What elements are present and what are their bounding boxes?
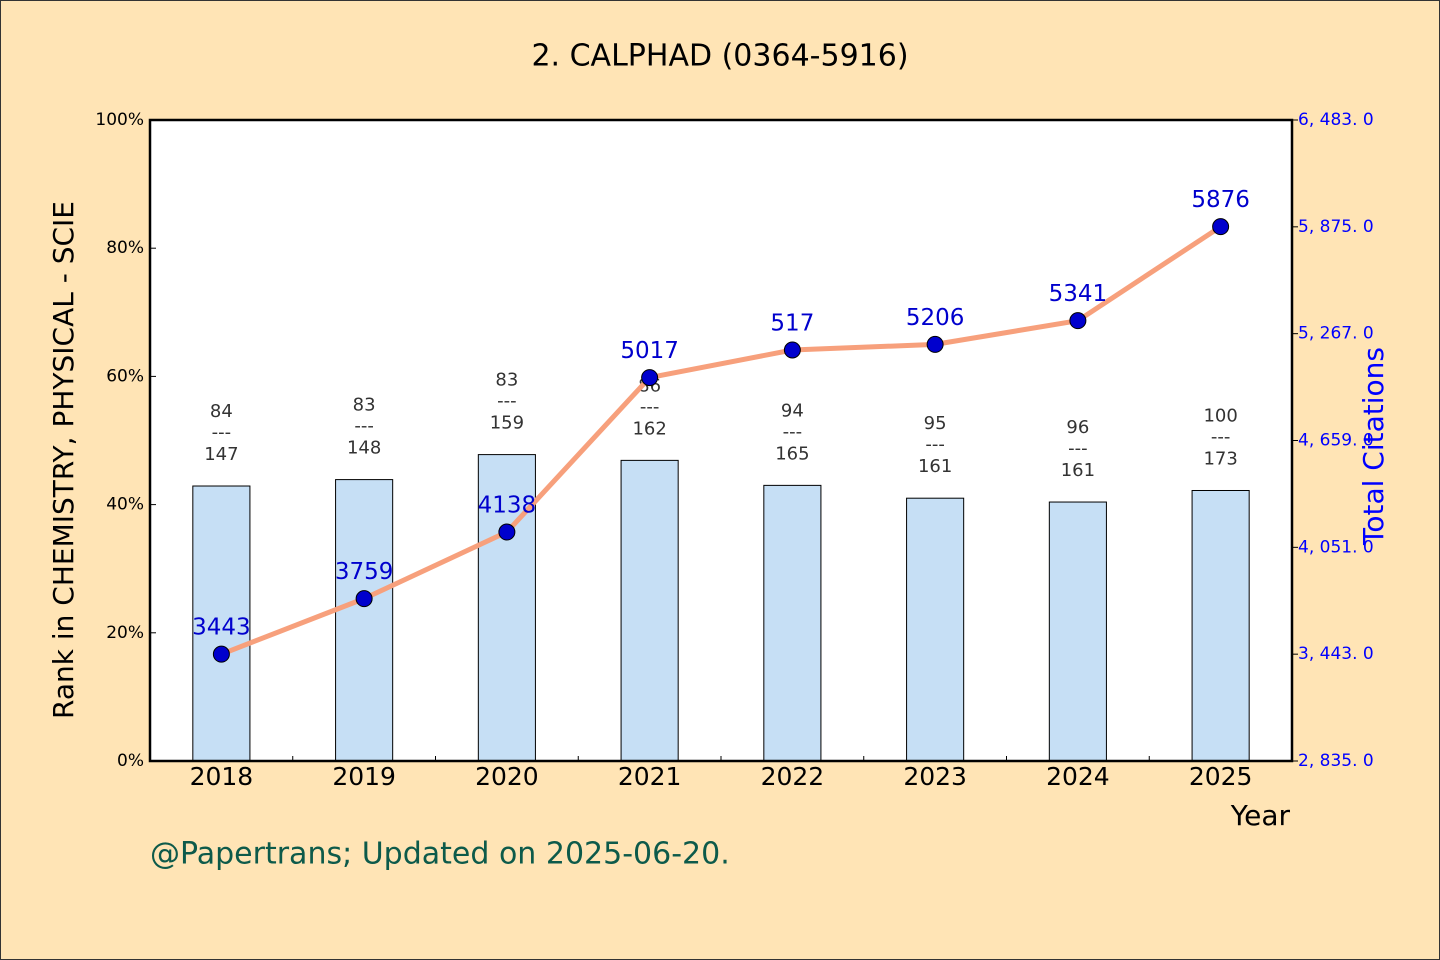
- total-label: 148: [347, 438, 381, 459]
- total-label: 159: [490, 413, 524, 434]
- citation-marker: [212, 645, 230, 663]
- chart-title: 2. CALPHAD (0364-5916): [531, 39, 908, 74]
- bar: [335, 479, 394, 762]
- rank-label: 96: [1066, 417, 1089, 438]
- citation-marker: [1069, 312, 1087, 330]
- rank-label: 84: [210, 401, 233, 422]
- rank-label: 94: [781, 400, 804, 421]
- y-tick-label: 80%: [106, 238, 144, 258]
- footer: @Papertrans; Updated on 2025-06-20.: [150, 837, 730, 872]
- y-tick-label: 20%: [106, 623, 144, 643]
- y2-tick-label: 2, 835. 0: [1298, 751, 1374, 771]
- total-label: 165: [775, 443, 809, 464]
- citation-marker: [783, 341, 801, 359]
- bar: [1048, 501, 1107, 762]
- citation-marker: [926, 335, 944, 353]
- citation-marker: [1212, 218, 1230, 236]
- total-label: 161: [1061, 460, 1095, 481]
- total-label: 161: [918, 456, 952, 477]
- x-tick-label: 2021: [618, 762, 682, 791]
- bar: [1191, 489, 1250, 762]
- separator-label: ---: [354, 416, 374, 437]
- y2-tick-label: 6, 483. 0: [1298, 110, 1374, 130]
- rank-label: 83: [353, 395, 376, 416]
- bar: [763, 484, 822, 762]
- x-tick-label: 2025: [1189, 762, 1253, 791]
- total-label: 173: [1203, 448, 1237, 469]
- separator-label: ---: [925, 434, 945, 455]
- citation-label: 5341: [1049, 281, 1108, 307]
- separator-label: ---: [212, 422, 232, 443]
- citation-marker: [498, 523, 516, 541]
- citation-label: 5017: [620, 338, 679, 364]
- total-label: 147: [204, 444, 238, 465]
- plot-area: [150, 120, 1292, 761]
- citation-line: [220, 224, 1222, 657]
- total-label: 162: [632, 418, 666, 439]
- citation-label: 3443: [192, 615, 251, 641]
- rank-label: 95: [924, 413, 947, 434]
- y2-tick-label: 5, 875. 0: [1298, 217, 1374, 237]
- citation-label: 4138: [478, 493, 537, 519]
- separator-label: ---: [1211, 426, 1231, 447]
- bar: [906, 497, 965, 762]
- y2-tick-label: 4, 659. 0: [1298, 431, 1374, 451]
- y2-axis-label: Total Citations: [1357, 347, 1390, 546]
- citation-label: 5206: [906, 305, 965, 331]
- rank-label: 100: [1203, 405, 1237, 426]
- separator-label: ---: [783, 421, 803, 442]
- y-axis-label: Rank in CHEMISTRY, PHYSICAL - SCIE: [47, 201, 80, 719]
- x-tick-label: 2019: [332, 762, 396, 791]
- y-tick-label: 60%: [106, 366, 144, 386]
- separator-label: ---: [640, 396, 660, 417]
- separator-label: ---: [1068, 438, 1088, 459]
- separator-label: ---: [497, 391, 517, 412]
- x-tick-label: 2020: [475, 762, 539, 791]
- y2-tick-label: 3, 443. 0: [1298, 644, 1374, 664]
- y2-tick-label: 4, 051. 0: [1298, 537, 1374, 557]
- bar: [620, 459, 679, 762]
- citation-label: 3759: [335, 559, 394, 585]
- y-tick-label: 100%: [95, 110, 144, 130]
- x-tick-label: 2018: [190, 762, 254, 791]
- citation-marker: [641, 369, 659, 387]
- plot-frame: [148, 118, 1294, 763]
- citation-label: 517: [770, 311, 814, 337]
- y2-tick-label: 5, 267. 0: [1298, 324, 1374, 344]
- y-tick-label: 0%: [117, 751, 144, 771]
- y-tick-label: 40%: [106, 495, 144, 515]
- x-tick-label: 2024: [1046, 762, 1110, 791]
- rank-label: 83: [495, 370, 518, 391]
- citation-marker: [355, 590, 373, 608]
- x-axis-label: Year: [1230, 799, 1291, 832]
- x-tick-label: 2023: [903, 762, 967, 791]
- x-tick-label: 2022: [761, 762, 825, 791]
- citation-label: 5876: [1191, 187, 1250, 213]
